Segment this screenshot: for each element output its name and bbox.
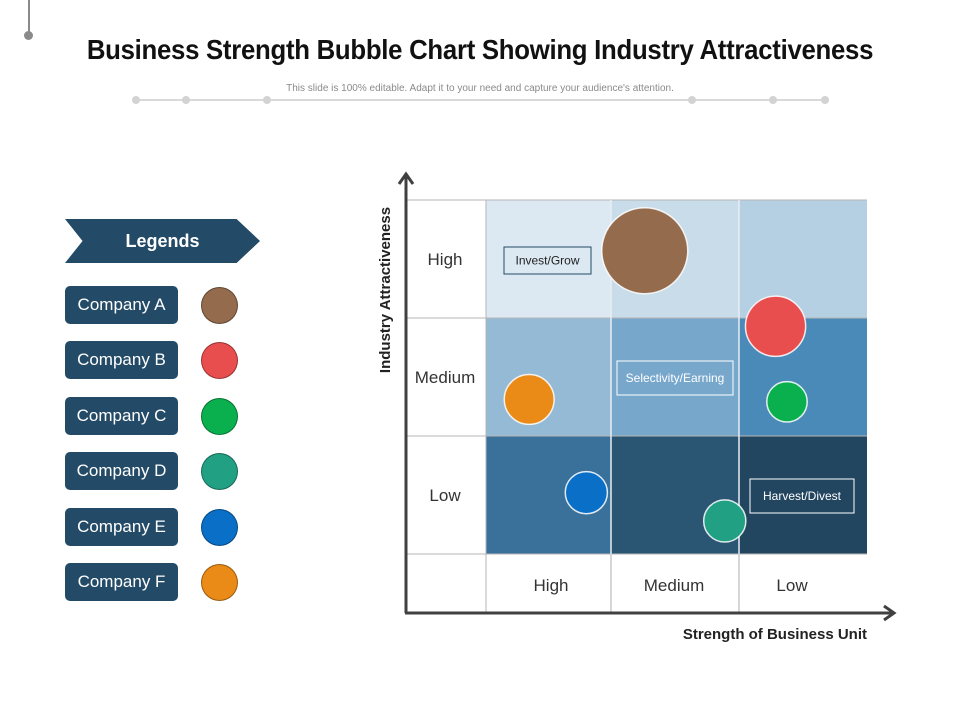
- legend-swatch-company-b: [201, 342, 238, 379]
- legend-swatch-company-f: [201, 564, 238, 601]
- bubbles: [503, 206, 808, 543]
- axes: [397, 171, 897, 622]
- decorative-dot: [24, 31, 33, 40]
- y-axis-arrow-icon: [397, 171, 415, 185]
- matrix-cell-high-high: [486, 200, 611, 318]
- bubble-company-c: [766, 380, 808, 423]
- subtitle-divider: [135, 99, 825, 101]
- y-tick-label-high: High: [428, 250, 463, 269]
- x-tick-label-low: Low: [776, 576, 808, 595]
- y-tick-label-medium: Medium: [415, 368, 475, 387]
- page-title: Business Strength Bubble Chart Showing I…: [86, 34, 874, 65]
- subtitle: This slide is 100% editable. Adapt it to…: [0, 83, 960, 94]
- legend-swatch-company-e: [201, 509, 238, 546]
- bubble-company-e: [564, 470, 609, 515]
- x-axis-arrow-icon: [883, 604, 897, 622]
- matrix-cell-high-low: [739, 200, 867, 318]
- zone-labels: Invest/Grow Selectivity/Earning Harvest/Di…: [503, 246, 855, 514]
- zone-label-selectivity-earning: Selectivity/Earning: [626, 371, 725, 385]
- legend-item-company-c: Company C: [65, 397, 178, 435]
- y-axis-title: Industry Attractiveness: [377, 207, 394, 373]
- bubble-company-f: [503, 373, 555, 426]
- legend-item-company-f: Company F: [65, 563, 178, 601]
- legend-swatch-company-a: [201, 287, 238, 324]
- x-tick-label-medium: Medium: [644, 576, 704, 595]
- matrix-cell-medium-medium: [611, 318, 739, 436]
- zone-box-harvest-divest: [749, 478, 855, 514]
- bubble-company-d: [702, 499, 747, 543]
- matrix-cell-medium-high: [486, 318, 611, 436]
- legend-item-company-b: Company B: [65, 341, 178, 379]
- matrix-cell-low-low: [739, 436, 867, 554]
- divider-dot: [132, 96, 140, 104]
- legend-item-company-a: Company A: [65, 286, 178, 324]
- y-tick-label-low: Low: [429, 486, 461, 505]
- decorative-line: [28, 0, 30, 34]
- divider-dot: [263, 96, 271, 104]
- bubble-company-a: [601, 206, 689, 295]
- zone-box-selectivity-earning: [616, 360, 734, 396]
- x-tick-label-high: High: [534, 576, 569, 595]
- x-axis-title: Strength of Business Unit: [683, 626, 867, 643]
- bubble-company-b: [744, 295, 807, 358]
- divider-dot: [688, 96, 696, 104]
- legend-swatch-company-c: [201, 398, 238, 435]
- legend-title: Legends: [65, 219, 260, 263]
- zone-label-harvest-divest: Harvest/Divest: [763, 489, 842, 503]
- zone-box-invest-grow: [503, 246, 592, 275]
- subtitle-text: This slide is 100% editable. Adapt it to…: [282, 83, 678, 94]
- divider-dot: [182, 96, 190, 104]
- legend-item-company-d: Company D: [65, 452, 178, 490]
- zone-label-invest-grow: Invest/Grow: [515, 254, 579, 268]
- divider-dot: [821, 96, 829, 104]
- tick-labels: High Medium Low High Medium Low: [415, 250, 809, 595]
- divider-dot: [769, 96, 777, 104]
- legend-swatch-company-d: [201, 453, 238, 490]
- matrix-cells: [486, 200, 867, 554]
- legend-item-company-e: Company E: [65, 508, 178, 546]
